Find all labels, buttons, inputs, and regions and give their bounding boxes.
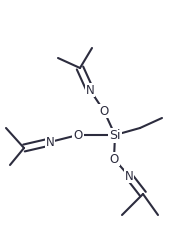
Text: N: N	[46, 136, 54, 148]
Text: O: O	[99, 104, 109, 118]
Text: N: N	[86, 83, 94, 97]
Text: O: O	[73, 128, 83, 142]
Text: Si: Si	[109, 128, 121, 142]
Text: N: N	[125, 169, 133, 183]
Text: O: O	[109, 152, 119, 165]
